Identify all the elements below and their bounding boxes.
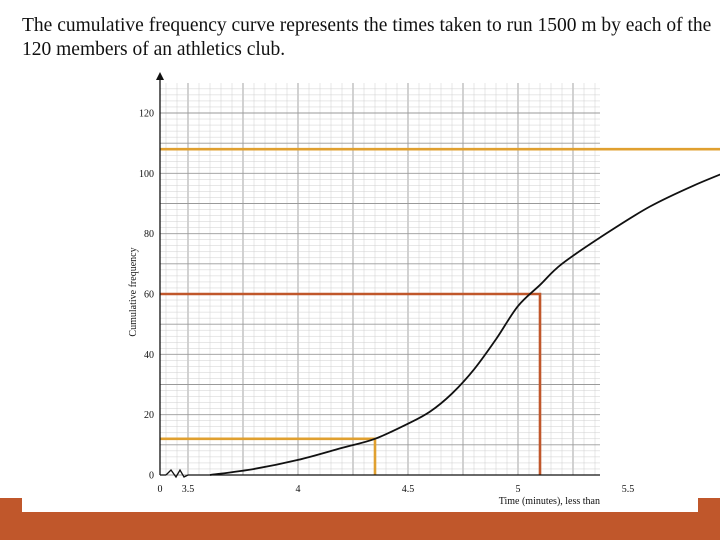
guide-line-median — [160, 292, 542, 475]
tick-labels: 03.544.555.566.57020406080100120 — [139, 109, 635, 496]
y-tick-label: 80 — [144, 229, 154, 240]
x-tick-label: 5 — [516, 484, 521, 495]
chart-grid — [160, 83, 600, 476]
cumulative-frequency-curve — [209, 173, 720, 476]
x-axis-label: Time (minutes), less than — [499, 496, 600, 507]
x-tick-label: 3.5 — [182, 484, 195, 495]
y-axis-arrow — [156, 72, 164, 80]
curve-layer — [209, 173, 720, 476]
footer-bar — [0, 512, 720, 540]
x-tick-label: 4 — [296, 484, 301, 495]
guide-line-upper — [160, 147, 720, 151]
axis-break-zigzag — [165, 468, 189, 479]
plot-area — [160, 83, 600, 475]
y-tick-label: 100 — [139, 169, 154, 180]
y-tick-label: 0 — [149, 471, 154, 482]
y-axis-label: Cumulative frequency — [128, 247, 139, 336]
x-tick-label: 4.5 — [402, 484, 415, 495]
footer-accent-right — [698, 498, 720, 512]
x-tick-label: 0 — [158, 484, 163, 495]
chart-axes — [156, 72, 600, 479]
footer-accent-left — [0, 498, 22, 512]
slide-title: The cumulative frequency curve represent… — [22, 15, 712, 60]
y-tick-label: 20 — [144, 410, 154, 421]
y-tick-label: 60 — [144, 290, 154, 301]
y-tick-label: 40 — [144, 350, 154, 361]
x-tick-label: 5.5 — [622, 484, 635, 495]
y-tick-label: 120 — [139, 109, 154, 120]
